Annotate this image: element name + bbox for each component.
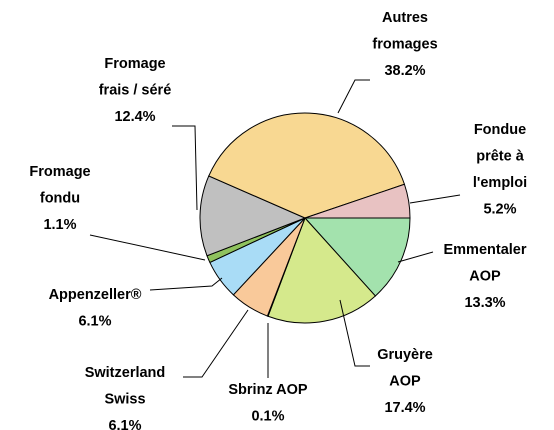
pie-slice (208, 112, 406, 219)
slice-label: AOP (389, 373, 421, 389)
slice-label: l'emploi (473, 175, 527, 191)
slice-label: Emmentaler (443, 242, 526, 258)
slice-label: Sbrinz AOP (228, 382, 308, 398)
value-label: 6.1% (78, 313, 111, 329)
pie-slice (303, 217, 411, 297)
value-label: 17.4% (384, 400, 425, 416)
slice-label: AOP (469, 268, 501, 284)
slice-label: Gruyère (377, 347, 433, 363)
leader-line (172, 125, 198, 211)
leader-line (149, 277, 223, 291)
slice-label: frais / séré (99, 82, 172, 98)
leader-line (337, 79, 370, 114)
leader-line (409, 194, 461, 204)
slice-label: fondu (40, 190, 80, 206)
value-label: 6.1% (108, 418, 141, 430)
leader-line (397, 251, 434, 263)
pie-slice (199, 175, 307, 257)
slice-label: Fondue (474, 122, 526, 138)
value-label: 5.2% (483, 201, 516, 217)
value-label: 12.4% (114, 109, 155, 125)
value-label: 0.1% (251, 408, 284, 424)
pie-slice (267, 217, 377, 324)
leader-line (339, 299, 370, 367)
leader-line (89, 234, 206, 261)
slice-label: Fromage (29, 164, 90, 180)
slice-label: Appenzeller® (49, 287, 142, 303)
slice-label: Switzerland (85, 365, 166, 381)
slice-label: Fromage (104, 56, 165, 72)
pie-slice (304, 183, 411, 219)
slice-label: fromages (372, 36, 437, 52)
value-label: 13.3% (464, 295, 505, 311)
slice-label: prête à (476, 148, 524, 164)
value-label: 38.2% (384, 63, 425, 79)
leader-line (183, 309, 249, 378)
slice-label: Swiss (104, 391, 145, 407)
value-label: 1.1% (43, 217, 76, 233)
slice-label: Autres (382, 10, 428, 26)
